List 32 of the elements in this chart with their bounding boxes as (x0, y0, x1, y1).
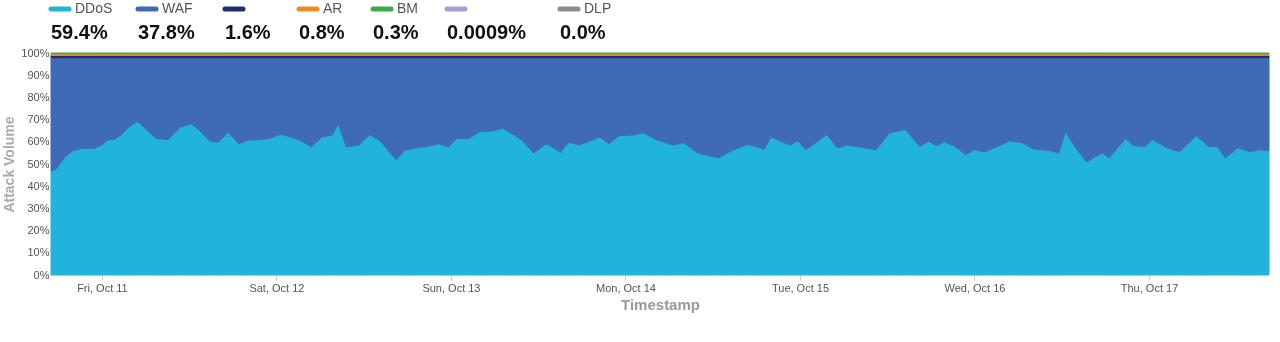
text: 37.8% (138, 21, 195, 43)
text: 1.6% (225, 21, 271, 43)
y-tick-label: 20% (27, 224, 50, 237)
legend-label: BM (397, 0, 418, 16)
y-tick-label: 60% (27, 135, 50, 148)
legend-label: DDoS (75, 0, 113, 16)
y-tick-label: 40% (27, 179, 50, 192)
y-axis-title: Attack Volume (1, 116, 18, 213)
x-tick-label: Sat, Oct 12 (249, 281, 305, 294)
x-tick-label: Sun, Oct 13 (422, 281, 481, 294)
y-tick-label: 100% (21, 46, 50, 59)
y-tick-label: 80% (27, 90, 50, 103)
y-tick-label: 90% (27, 68, 50, 81)
y-tick-label: 50% (27, 157, 50, 170)
x-tick-label: Tue, Oct 15 (771, 281, 830, 294)
text: 59.4% (51, 21, 108, 43)
x-tick-label: Mon, Oct 14 (596, 281, 656, 294)
y-tick-label: 0% (33, 268, 50, 281)
x-axis-title: Timestamp (621, 295, 700, 313)
text: 0.0009% (447, 21, 527, 43)
legend-label: DLP (584, 0, 612, 16)
y-tick-label: 70% (27, 113, 50, 126)
text: 0.0% (560, 21, 606, 43)
text: 0.8% (299, 21, 345, 43)
legend-label: AR (323, 0, 343, 16)
y-tick-label: 10% (27, 246, 50, 259)
x-tick-label: Fri, Oct 11 (77, 281, 128, 294)
x-tick-label: Thu, Oct 17 (1120, 281, 1179, 294)
y-tick-label: 30% (27, 201, 50, 214)
legend-label: WAF (162, 0, 193, 16)
x-tick-label: Wed, Oct 16 (944, 281, 1006, 294)
text: 0.3% (373, 21, 419, 43)
